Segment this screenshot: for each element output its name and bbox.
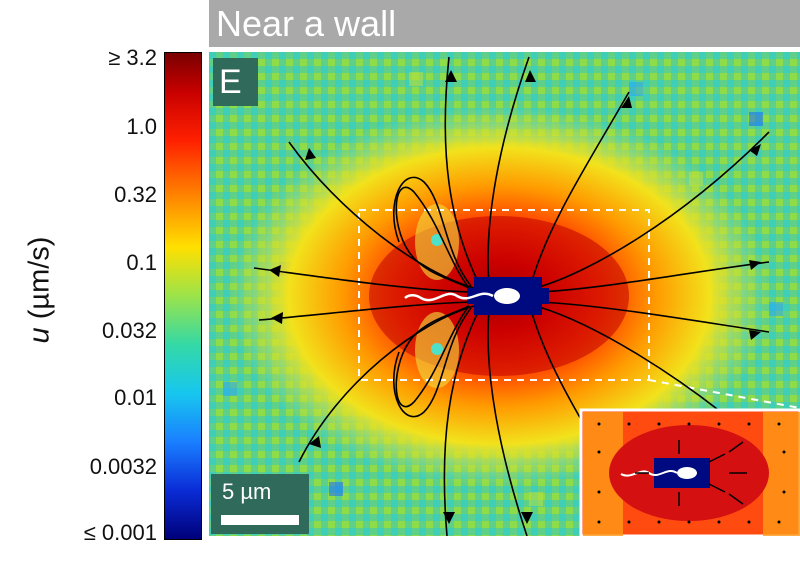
figure-title: Near a wall: [216, 3, 397, 44]
colorbar-tick: 0.0032: [89, 454, 157, 479]
flagellum: [404, 292, 494, 302]
inset-panel: [579, 408, 800, 536]
panel-label-box: [213, 58, 258, 106]
zoom-region-box: [358, 209, 650, 381]
colorbar-tick: ≤ 0.001: [83, 520, 157, 545]
title-bar: [209, 0, 800, 47]
colorbar-label-variable: u: [23, 327, 56, 344]
bacterium-cell: [467, 277, 549, 315]
colorbar-tick: 1.0: [126, 114, 157, 139]
colorbar-label-unit: (µm/s): [23, 236, 56, 328]
colorbar-tick: ≥ 3.2: [108, 45, 157, 70]
colorbar-axis-label: u (µm/s): [24, 237, 57, 344]
colorbar-tick: 0.01: [114, 385, 157, 410]
cell-body: [494, 288, 520, 304]
flow-field-svg: [209, 52, 800, 536]
colorbar-tick: 0.1: [126, 250, 157, 275]
colorbar-tick: 0.032: [101, 318, 157, 343]
scale-bar: [221, 515, 299, 525]
scale-bar-label: 5 µm: [222, 479, 272, 504]
colorbar-tick: 0.32: [114, 182, 157, 207]
flow-field-panel: [209, 52, 800, 536]
panel-label: E: [219, 63, 242, 101]
colorbar: [164, 52, 202, 540]
